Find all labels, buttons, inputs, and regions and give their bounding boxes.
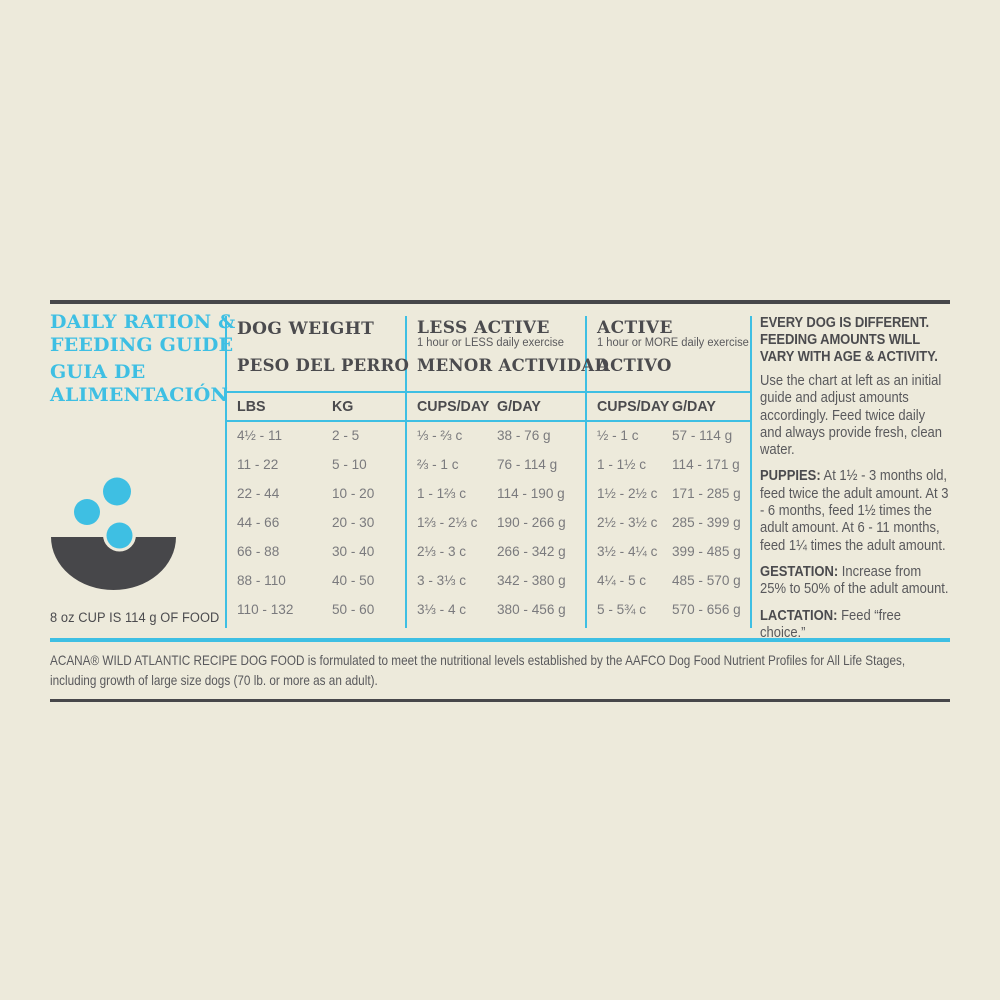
table-cell: 114 - 171 g <box>672 456 740 472</box>
advice-puppies: PUPPIES: At 1½ - 3 months old, feed twic… <box>760 468 950 554</box>
table-cell: 1 - 1⅔ c <box>417 485 467 501</box>
table-cell: 3 - 3⅓ c <box>417 572 467 588</box>
advice-lactation: LACTATION: Feed “free choice.” <box>760 608 950 643</box>
table-cell: 114 - 190 g <box>497 485 565 501</box>
title-line: FEEDING GUIDE <box>50 334 234 356</box>
table-row: 44 - 66 20 - 30 1⅔ - 2⅓ c 190 - 266 g 2½ - 3… <box>225 509 752 538</box>
table-cell: 30 - 40 <box>332 543 375 559</box>
table-cell: 10 - 20 <box>332 485 375 501</box>
table-cell: 5 - 5¾ c <box>597 601 647 617</box>
feeding-advice-column: EVERY DOG IS DIFFERENT. FEEDING AMOUNTS … <box>760 315 950 651</box>
table-cell: 570 - 656 g <box>672 601 741 617</box>
table-row: 66 - 88 30 - 40 2⅓ - 3 c 266 - 342 g 3½ - 4¼… <box>225 538 752 567</box>
column-header-cups-active: CUPS/DAY <box>597 398 670 415</box>
table-cell: 4¼ - 5 c <box>597 572 647 588</box>
advice-intro: Use the chart at left as an initial guid… <box>760 373 942 459</box>
title-line: GUIA DE <box>50 361 146 383</box>
lactation-text: Feed “free choice.” <box>760 607 902 641</box>
table-cell: 20 - 30 <box>332 514 375 530</box>
table-cell: 40 - 50 <box>332 572 375 588</box>
accent-divider <box>50 638 950 642</box>
puppies-text: At 1½ - 3 months old, feed twice the adu… <box>760 468 949 554</box>
table-row: 22 - 44 10 - 20 1 - 1⅔ c 114 - 190 g 1½ - 2½… <box>225 480 752 509</box>
title-line: DAILY RATION & <box>50 311 236 333</box>
table-divider <box>225 391 752 393</box>
table-cell: 50 - 60 <box>332 601 375 617</box>
column-header-cups-less-active: CUPS/DAY <box>417 398 490 415</box>
column-header-grams-less-active: G/DAY <box>497 398 541 415</box>
less-active-header-es: MENOR ACTIVIDAD <box>417 356 610 375</box>
table-cell: ⅓ - ⅔ c <box>417 427 463 443</box>
table-cell: 190 - 266 g <box>497 514 566 530</box>
dog-weight-header-es: PESO DEL PERRO <box>237 356 410 375</box>
less-active-note: 1 hour or LESS daily exercise <box>417 337 564 349</box>
aafco-statement: ACANA® WILD ATLANTIC RECIPE DOG FOOD is … <box>50 651 950 690</box>
table-divider <box>750 316 752 628</box>
panel-title-english: DAILY RATION & FEEDING GUIDE <box>50 311 235 357</box>
table-cell: 2 - 5 <box>332 427 360 443</box>
table-row: 110 - 132 50 - 60 3⅓ - 4 c 380 - 456 g 5 - 5… <box>225 596 752 625</box>
gestation-label: GESTATION: <box>760 563 839 580</box>
table-cell: 66 - 88 <box>237 543 280 559</box>
advice-heading: EVERY DOG IS DIFFERENT. FEEDING AMOUNTS … <box>760 315 938 365</box>
advice-gestation: GESTATION: Increase from 25% to 50% of t… <box>760 564 950 599</box>
less-active-header: LESS ACTIVE <box>417 318 550 338</box>
table-row: 88 - 110 40 - 50 3 - 3⅓ c 342 - 380 g 4¼ - 5… <box>225 567 752 596</box>
table-cell: 22 - 44 <box>237 485 280 501</box>
table-cell: 110 - 132 <box>237 601 294 617</box>
table-cell: 11 - 22 <box>237 456 279 472</box>
puppies-label: PUPPIES: <box>760 468 821 485</box>
table-cell: 88 - 110 <box>237 572 286 588</box>
table-divider <box>225 316 227 628</box>
table-divider <box>405 316 407 628</box>
column-header-lbs: LBS <box>237 398 266 415</box>
table-cell: 342 - 380 g <box>497 572 566 588</box>
aafco-statement-text: ACANA® WILD ATLANTIC RECIPE DOG FOOD is … <box>50 652 906 688</box>
table-cell: ½ - 1 c <box>597 427 639 443</box>
column-header-kg: KG <box>332 398 354 415</box>
dog-food-bowl-icon <box>50 477 180 593</box>
gestation-text: Increase from 25% to 50% of the adult am… <box>760 563 949 598</box>
top-divider <box>50 300 950 304</box>
table-cell: 399 - 485 g <box>672 543 741 559</box>
table-row: 4½ - 11 2 - 5 ⅓ - ⅔ c 38 - 76 g ½ - 1 c 57 - … <box>225 422 752 451</box>
cup-measure-note: 8 oz CUP IS 114 g OF FOOD <box>50 610 220 625</box>
lactation-label: LACTATION: <box>760 607 838 624</box>
table-cell: 4½ - 11 <box>237 427 283 443</box>
active-header-es: ACTIVO <box>597 356 672 375</box>
table-cell: 76 - 114 g <box>497 456 558 472</box>
table-cell: 57 - 114 g <box>672 427 733 443</box>
feeding-table: DOG WEIGHT PESO DEL PERRO LESS ACTIVE 1 … <box>225 316 752 630</box>
table-cell: 38 - 76 g <box>497 427 551 443</box>
table-cell: 44 - 66 <box>237 514 280 530</box>
active-header: ACTIVE <box>597 318 673 338</box>
title-line: ALIMENTACIÓN <box>50 384 229 406</box>
dog-weight-header: DOG WEIGHT <box>237 319 375 339</box>
table-cell: 2½ - 3½ c <box>597 514 658 530</box>
table-divider <box>585 316 587 628</box>
table-cell: 5 - 10 <box>332 456 367 472</box>
table-cell: 3⅓ - 4 c <box>417 601 467 617</box>
table-cell: ⅔ - 1 c <box>417 456 459 472</box>
table-cell: 285 - 399 g <box>672 514 741 530</box>
table-cell: 2⅓ - 3 c <box>417 543 467 559</box>
table-cell: 1½ - 2½ c <box>597 485 658 501</box>
table-cell: 3½ - 4¼ c <box>597 543 658 559</box>
table-cell: 1 - 1½ c <box>597 456 647 472</box>
table-cell: 266 - 342 g <box>497 543 566 559</box>
table-cell: 380 - 456 g <box>497 601 566 617</box>
bottom-divider <box>50 699 950 702</box>
panel-title-spanish: GUIA DE ALIMENTACIÓN <box>50 361 228 407</box>
table-row: 11 - 22 5 - 10 ⅔ - 1 c 76 - 114 g 1 - 1½ c 11… <box>225 451 752 480</box>
column-header-grams-active: G/DAY <box>672 398 716 415</box>
table-cell: 485 - 570 g <box>672 572 741 588</box>
table-divider <box>225 420 752 422</box>
table-cell: 1⅔ - 2⅓ c <box>417 514 478 530</box>
table-rows: 4½ - 11 2 - 5 ⅓ - ⅔ c 38 - 76 g ½ - 1 c 57 - … <box>225 422 752 625</box>
active-note: 1 hour or MORE daily exercise <box>597 337 749 349</box>
table-cell: 171 - 285 g <box>672 485 741 501</box>
